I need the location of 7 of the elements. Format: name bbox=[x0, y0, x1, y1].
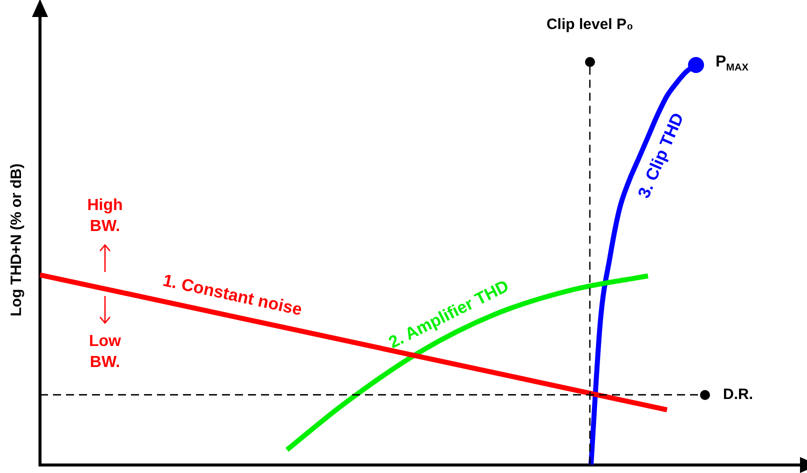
text: 1. Constant noise bbox=[161, 270, 304, 320]
text: Clip level P₀ bbox=[546, 16, 634, 34]
y-axis-title: Log THD+N (% or dB) bbox=[8, 163, 26, 316]
annotation: Low BW. bbox=[89, 332, 122, 371]
ref-line-label: D.R. bbox=[723, 386, 753, 403]
text: 3. Clip THD bbox=[634, 110, 688, 201]
annotation: High BW. bbox=[87, 196, 123, 235]
